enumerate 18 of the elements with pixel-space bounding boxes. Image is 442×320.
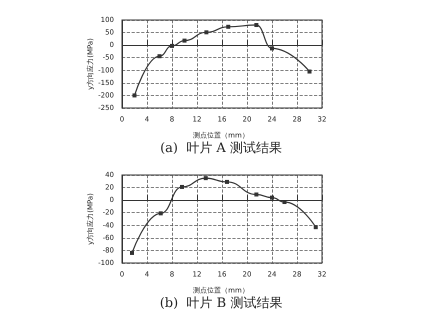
point: [308, 70, 312, 74]
point: [204, 176, 208, 180]
point: [170, 44, 174, 48]
point: [158, 211, 163, 216]
point: [182, 38, 186, 43]
point: [225, 180, 229, 184]
text: (a) 叶片 A 测试结果: [160, 141, 282, 156]
text: (b) 叶片 B 测试结果: [160, 296, 282, 311]
point: [204, 30, 208, 34]
point: [226, 24, 230, 29]
point: [254, 192, 258, 196]
point: [314, 225, 318, 230]
point: [130, 250, 134, 255]
point: [254, 23, 258, 28]
point: [270, 46, 274, 50]
point: [180, 184, 184, 189]
point: [158, 54, 162, 58]
point: [132, 93, 136, 98]
